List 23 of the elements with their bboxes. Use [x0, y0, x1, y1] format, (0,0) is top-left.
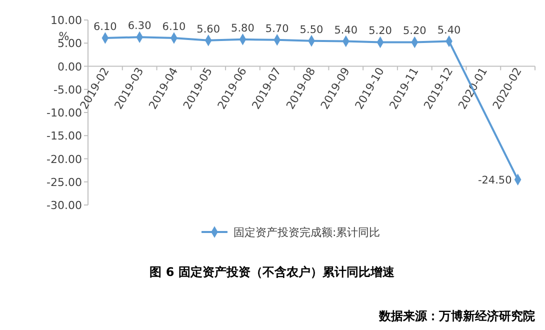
data-label: 5.20 — [402, 25, 426, 38]
y-tick-label: 10.00 — [50, 14, 82, 27]
data-label: 5.80 — [231, 22, 254, 34]
y-tick-label: -10.00 — [46, 106, 82, 120]
y-tick-label: 0.00 — [58, 60, 82, 74]
legend-label: 固定资产投资完成额:累计同比 — [234, 226, 380, 239]
data-label: 5.40 — [334, 24, 358, 36]
data-label: 5.60 — [196, 23, 220, 36]
data-label: 5.70 — [265, 22, 289, 35]
y-tick-label: -15.00 — [46, 130, 82, 143]
data-label: 5.50 — [300, 24, 324, 36]
y-tick-label: -30.00 — [46, 199, 82, 212]
y-tick-label: -5.00 — [54, 83, 82, 96]
data-label: -24.50 — [478, 174, 512, 187]
data-label: 6.10 — [93, 21, 117, 34]
data-label: 6.10 — [162, 21, 186, 34]
y-tick-label: -20.00 — [46, 152, 82, 166]
caption: 图 6 固定资产投资（不含农户）累计同比增速 — [150, 265, 396, 279]
data-label: 6.30 — [128, 20, 152, 32]
y-tick-label: -25.00 — [46, 176, 82, 189]
data-label: 5.40 — [437, 24, 461, 36]
source-note: 数据来源：万博新经济研究院 — [378, 309, 535, 323]
data-label: 5.20 — [368, 25, 392, 38]
